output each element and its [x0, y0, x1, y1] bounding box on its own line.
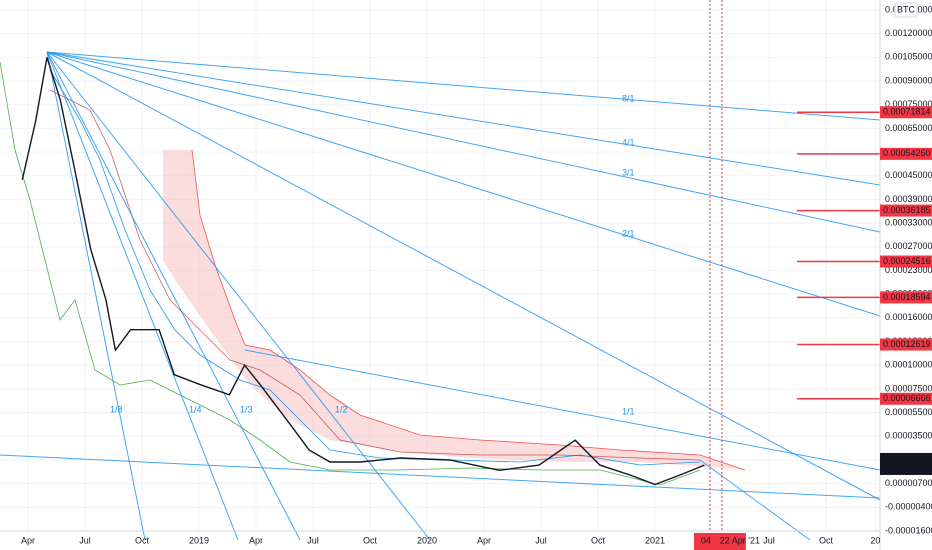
y-tick-label: 0.00027000: [885, 241, 932, 251]
date-marker-label: 04: [701, 535, 711, 545]
fan-label: 4/1: [622, 137, 635, 147]
x-tick-label: 2020: [417, 535, 437, 545]
base-line: [49, 69, 701, 466]
y-tick-label: 0.00090000: [885, 75, 932, 85]
trend-line: [244, 349, 881, 471]
fan-line: [46, 51, 301, 541]
x-tick-label: 20: [870, 535, 880, 545]
y-tick-label: 0.00033000: [885, 218, 932, 228]
level-badge: [880, 204, 932, 217]
gann-fan: [0, 51, 881, 541]
fan-line: [46, 51, 881, 121]
cloud: [163, 150, 745, 470]
fan-line: [46, 51, 881, 501]
cloud-edge: [191, 149, 746, 471]
x-tick-label: Apr: [21, 535, 35, 545]
x-tick-label: Oct: [363, 535, 378, 545]
y-tick-label: 0.00120000: [885, 28, 932, 38]
fan-line: [46, 51, 881, 186]
level-badge: [880, 291, 932, 304]
x-tick-label: 2019: [189, 535, 209, 545]
fan-label: 1/3: [240, 404, 253, 414]
y-tick-label: 0.00010000: [885, 360, 932, 370]
conversion-line: [49, 89, 701, 461]
fan-label: 1/4: [189, 404, 202, 414]
level-badge: [880, 106, 932, 119]
x-tick-label: Oct: [591, 535, 606, 545]
y-tick-label: -0.00001600: [885, 525, 932, 535]
level-badge: [880, 147, 932, 160]
price-line: [21, 57, 705, 486]
y-tick-label: -0.00000400: [885, 502, 932, 512]
trend-line: [699, 459, 811, 541]
level-label: 0.00006666: [883, 393, 931, 403]
level-badge: [880, 338, 932, 351]
level-label: 0.00012619: [883, 339, 931, 349]
fan-line: [46, 51, 239, 541]
fan-line: [46, 51, 431, 541]
y-tick-label: 0.00065000: [885, 123, 932, 133]
level-label: 0.00054260: [883, 148, 931, 158]
fan-label: 3/1: [622, 167, 635, 177]
fan-line: [46, 51, 146, 541]
fan-label: 8/1: [622, 93, 635, 103]
date-badge: [693, 533, 746, 550]
y-tick-label: 0.00075000: [885, 99, 932, 109]
currency-label: BTC: [897, 4, 916, 14]
level-label: 0.00018594: [883, 292, 931, 302]
fan-label: 1/8: [110, 404, 123, 414]
axes: 0.001350000.001200000.001050000.00090000…: [21, 2, 932, 550]
lagging-line: [0, 61, 701, 486]
x-tick-label: Jul: [307, 535, 319, 545]
trend-line: [0, 454, 881, 499]
current-price-label: 0.00002300: [883, 453, 931, 463]
y-tick-label: 0.00039000: [885, 194, 932, 204]
fan-line: [46, 51, 881, 317]
fan-label: 1/1: [622, 406, 635, 416]
y-tick-label: 0.00005500: [885, 407, 932, 417]
level-label: 0.00071814: [883, 107, 931, 117]
x-tick-label: Apr: [249, 535, 263, 545]
x-tick-label: Jul: [763, 535, 775, 545]
fan-label: 1/2: [335, 404, 348, 414]
level-badge: [880, 392, 932, 405]
x-tick-label: 2021: [645, 535, 665, 545]
fan-label: 2/1: [622, 228, 635, 238]
marks: [21, 0, 880, 531]
y-tick-label: 0.00105000: [885, 52, 932, 62]
y-tick-label: 0.00023000: [885, 265, 932, 275]
level-label: 0.00036185: [883, 205, 931, 215]
level-badge: [880, 255, 932, 268]
y-tick-label: 0.00045000: [885, 170, 932, 180]
current-price-badge: [880, 452, 932, 475]
fan-line: [46, 51, 881, 233]
countdown: 1d 15h: [883, 463, 911, 473]
y-tick-label: 0.00000700: [885, 478, 932, 488]
x-tick-label: Jul: [535, 535, 547, 545]
y-tick-label: 0.00003500: [885, 431, 932, 441]
y-tick-label: 0.00016000: [885, 312, 932, 322]
x-tick-label: Oct: [819, 535, 834, 545]
x-tick-label: Apr: [477, 535, 491, 545]
date-marker-label: 22 Apr '21: [720, 535, 760, 545]
x-tick-label: Jul: [79, 535, 91, 545]
y-tick-label: 0.00007500: [885, 383, 932, 393]
level-label: 0.00024516: [883, 256, 931, 266]
x-tick-label: Oct: [135, 535, 150, 545]
currency-badge: [894, 2, 918, 18]
